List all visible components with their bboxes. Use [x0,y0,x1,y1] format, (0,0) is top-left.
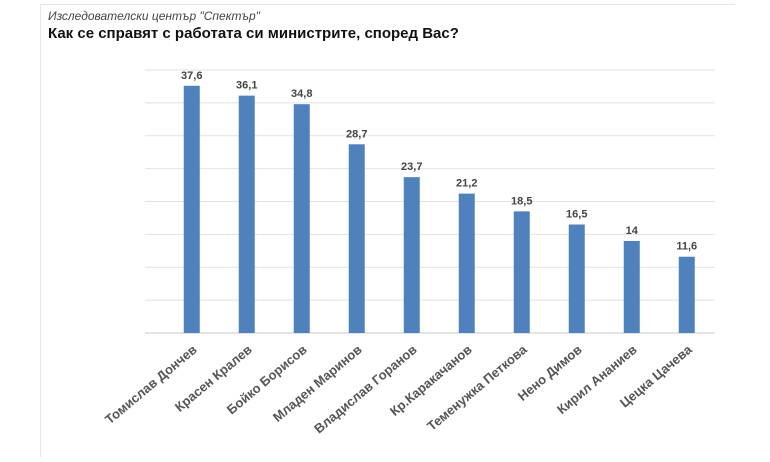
data-label: 23,7 [401,161,422,173]
x-tick-label: Владислав Горанов [311,342,420,436]
bar [403,177,420,333]
chart-frame [40,4,735,457]
bar [678,256,695,333]
data-label: 21,2 [456,178,477,190]
chart-subtitle: Изследователски център "Спектър" [48,9,260,23]
bar [293,104,310,333]
data-label: 34,8 [291,88,312,100]
bar [458,193,475,333]
bar [348,144,365,333]
data-label: 36,1 [236,80,257,92]
data-label: 16,5 [566,209,587,221]
data-label: 18,5 [511,195,532,207]
data-label: 28,7 [346,128,367,140]
bar [238,95,255,333]
bar [513,211,530,333]
data-label: 11,6 [676,241,697,253]
x-tick-label: Теменужка Петкова [424,341,530,433]
bar [623,240,640,333]
data-label: 14 [626,225,639,237]
bar [568,224,585,333]
data-label: 37,6 [181,70,202,82]
chart-title: Как се справят с работата си министрите,… [48,25,459,42]
bar [183,85,200,333]
x-tick-label: Томислав Дончев [102,342,200,427]
